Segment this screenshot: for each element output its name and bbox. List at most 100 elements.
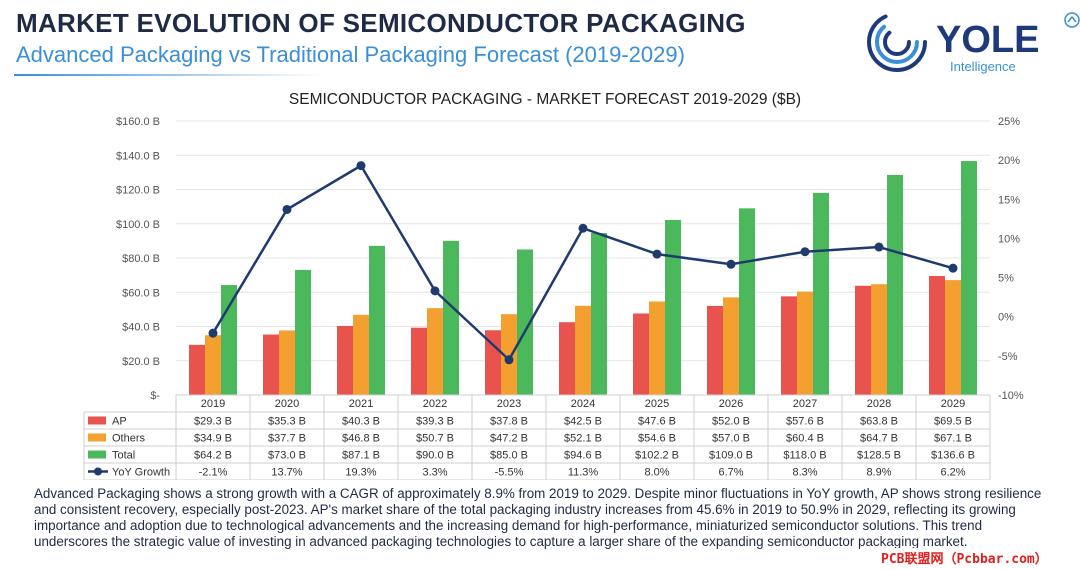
yoy-point-2025 <box>652 249 662 259</box>
table-cell: $60.4 B <box>786 433 824 445</box>
table-cell: $40.3 B <box>342 416 380 428</box>
table-cell: $57.6 B <box>786 416 824 428</box>
table-cell: $42.5 B <box>564 416 602 428</box>
table-cell: $34.9 B <box>194 433 232 445</box>
bar-ap-2028 <box>855 285 871 395</box>
bar-total-2024 <box>591 232 607 395</box>
chart-title: SEMICONDUCTOR PACKAGING - MARKET FORECAS… <box>289 91 801 108</box>
y-tick-label: $100.0 B <box>116 219 160 231</box>
table-cell: $67.1 B <box>934 433 972 445</box>
table-cell: $50.7 B <box>416 433 454 445</box>
yoy-point-2019 <box>208 328 218 338</box>
corner-chevron-icon[interactable] <box>1064 12 1080 28</box>
table-cell: $136.6 B <box>931 450 975 462</box>
table-cell: $128.5 B <box>857 450 901 462</box>
x-tick-label: 2019 <box>201 398 225 410</box>
yoy-point-2024 <box>578 223 588 233</box>
bar-total-2022 <box>443 240 459 395</box>
bar-ap-2021 <box>337 325 353 395</box>
legend-label: Total <box>112 450 135 462</box>
table-cell: $52.1 B <box>564 433 602 445</box>
table-cell: $52.0 B <box>712 416 750 428</box>
table-cell: $47.6 B <box>638 416 676 428</box>
yoy-point-2028 <box>874 242 884 252</box>
bar-others-2022 <box>427 308 443 395</box>
table-cell: $63.8 B <box>860 416 898 428</box>
y-tick-label: $20.0 B <box>122 356 160 368</box>
bar-others-2020 <box>279 330 295 395</box>
bar-ap-2022 <box>411 327 427 395</box>
y-right-tick-label: 15% <box>998 194 1020 206</box>
data-table: 2019 2020 2021 2022 2023 2024 2025 2026 2027 2028… <box>83 394 991 480</box>
bar-ap-2029 <box>929 275 945 395</box>
y-tick-label: $160.0 B <box>116 116 160 128</box>
market-forecast-chart: SEMICONDUCTOR PACKAGING - MARKET FORECAS… <box>83 91 1024 480</box>
table-cell: 8.0% <box>644 467 669 479</box>
bar-total-2021 <box>369 245 385 395</box>
x-tick-label: 2025 <box>645 398 669 410</box>
right-axis: -10% -5% 0% 5% 10% 15% 20% 25% <box>998 116 1024 402</box>
bar-others-2023 <box>501 314 517 395</box>
y-right-tick-label: -10% <box>998 390 1024 402</box>
x-tick-label: 2020 <box>275 398 299 410</box>
bar-others-2029 <box>945 280 961 395</box>
y-right-tick-label: 5% <box>998 273 1014 285</box>
yoy-point-2020 <box>282 204 292 214</box>
legend-label: Others <box>112 433 146 445</box>
table-cell: 8.3% <box>792 467 817 479</box>
legend-key-others <box>88 433 106 442</box>
y-tick-label: $40.0 B <box>122 322 160 334</box>
bar-ap-2027 <box>781 296 797 395</box>
page-title: MARKET EVOLUTION OF SEMICONDUCTOR PACKAG… <box>16 8 746 38</box>
y-tick-label: $80.0 B <box>122 253 160 265</box>
table-cell: $69.5 B <box>934 416 972 428</box>
yole-logo: YOLE Intelligence <box>867 12 1080 74</box>
bar-ap-2019 <box>189 344 205 395</box>
bar-others-2026 <box>723 297 739 395</box>
yoy-point-2027 <box>800 247 810 257</box>
table-cell: 19.3% <box>345 467 376 479</box>
x-tick-label: 2021 <box>349 398 373 410</box>
logo-tagline: Intelligence <box>950 59 1016 74</box>
x-tick-label: 2023 <box>497 398 521 410</box>
bar-total-2020 <box>295 269 311 395</box>
table-cell: $102.2 B <box>635 450 679 462</box>
table-cell: $37.8 B <box>490 416 528 428</box>
table-cell: $85.0 B <box>490 450 528 462</box>
bar-total-2019 <box>221 285 237 395</box>
watermark: PCB联盟网（Pcbbar.com） <box>876 548 1053 567</box>
bar-others-2019 <box>205 335 221 395</box>
bar-ap-2023 <box>485 330 501 395</box>
yoy-point-2022 <box>430 286 440 296</box>
table-cell: -5.5% <box>495 467 524 479</box>
logo-rings-icon <box>867 12 927 72</box>
yoy-point-2021 <box>356 161 366 171</box>
table-cell: $64.7 B <box>860 433 898 445</box>
table-cell: 6.7% <box>718 467 743 479</box>
y-tick-label: $140.0 B <box>116 150 160 162</box>
bar-total-2029 <box>961 161 977 395</box>
table-cell: $39.3 B <box>416 416 454 428</box>
bar-ap-2024 <box>559 322 575 395</box>
x-tick-label: 2024 <box>571 398 595 410</box>
yoy-point-2026 <box>726 259 736 269</box>
page-subtitle: Advanced Packaging vs Traditional Packag… <box>16 42 685 67</box>
bar-others-2028 <box>871 284 887 395</box>
bar-others-2024 <box>575 305 591 395</box>
bar-others-2027 <box>797 291 813 395</box>
yoy-point-2029 <box>948 263 958 273</box>
table-cell: $73.0 B <box>268 450 306 462</box>
legend-label: YoY Growth <box>112 467 170 479</box>
logo-name: YOLE <box>936 19 1039 61</box>
x-tick-label: 2022 <box>423 398 447 410</box>
table-cell: 8.9% <box>866 467 891 479</box>
bar-total-2028 <box>887 174 903 395</box>
x-tick-label: 2028 <box>867 398 891 410</box>
x-tick-label: 2027 <box>793 398 817 410</box>
bar-ap-2025 <box>633 313 649 395</box>
y-right-tick-label: 25% <box>998 116 1020 128</box>
table-cell: $35.3 B <box>268 416 306 428</box>
legend-key-yoy-dot <box>94 467 102 476</box>
table-cell: $118.0 B <box>783 450 826 462</box>
table-cell: 13.7% <box>271 467 302 479</box>
